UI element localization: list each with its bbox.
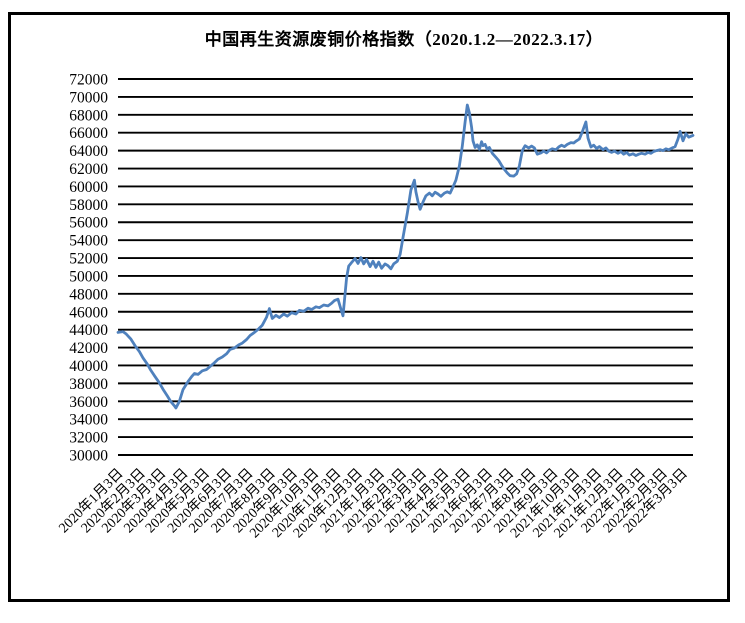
y-axis-tick-label: 58000 (69, 197, 108, 214)
y-axis-tick-label: 44000 (69, 322, 108, 339)
gridlines (118, 78, 693, 456)
y-axis-tick-label: 68000 (69, 107, 108, 124)
y-axis-tick-label: 48000 (69, 286, 108, 303)
y-axis-tick-label: 62000 (69, 161, 108, 178)
y-axis-tick-label: 50000 (69, 268, 108, 285)
y-axis-tick-label: 40000 (69, 358, 108, 375)
y-axis-labels: 7200070000680006600064000620006000058000… (69, 72, 108, 465)
y-axis-tick-label: 46000 (69, 304, 108, 321)
x-axis-labels: 2020年1月3日2020年2月3日2020年3月3日2020年4月3日2020… (56, 466, 691, 542)
y-axis-tick-label: 38000 (69, 376, 108, 393)
y-axis-tick-label: 66000 (69, 125, 108, 142)
y-axis-tick-label: 52000 (69, 251, 108, 268)
y-axis-tick-label: 32000 (69, 430, 108, 447)
y-axis-tick-label: 36000 (69, 394, 108, 411)
y-axis-tick-label: 34000 (69, 412, 108, 429)
y-axis-tick-label: 72000 (69, 72, 108, 89)
price-line-series (116, 103, 695, 410)
y-axis-tick-label: 42000 (69, 340, 108, 357)
chart-title: 中国再生资源废铜价格指数（2020.1.2—2022.3.17） (205, 29, 604, 49)
y-axis-tick-label: 54000 (69, 233, 108, 250)
y-axis-tick-label: 60000 (69, 179, 108, 196)
y-axis-tick-label: 56000 (69, 215, 108, 232)
y-axis-tick-label: 64000 (69, 143, 108, 160)
chart-border (8, 12, 730, 602)
y-axis-tick-label: 70000 (69, 89, 108, 106)
y-axis-tick-label: 30000 (69, 448, 108, 465)
